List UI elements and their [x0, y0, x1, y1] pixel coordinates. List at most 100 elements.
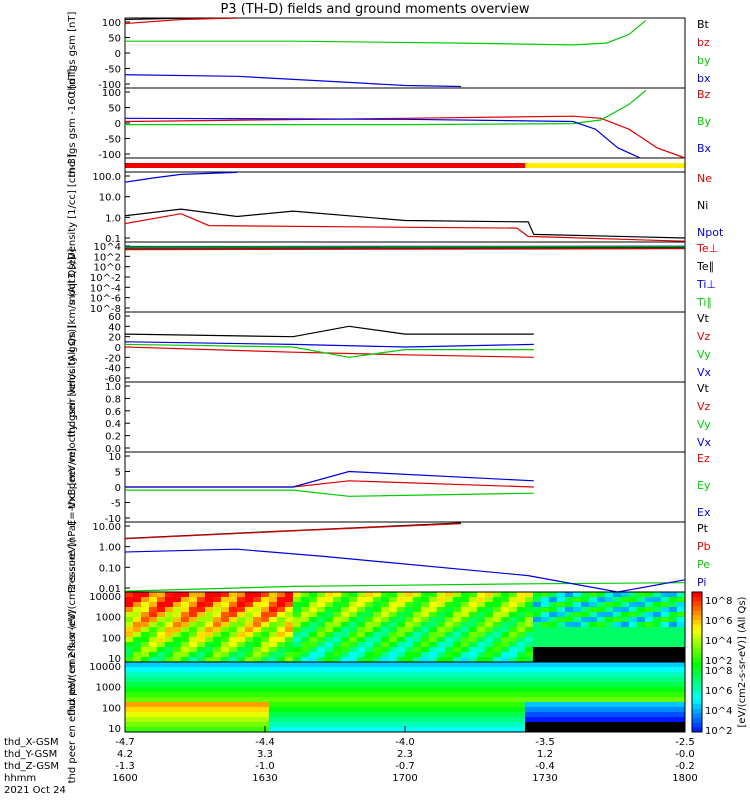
spectrogram-cell [141, 642, 150, 648]
spectrogram-cell [285, 677, 294, 683]
colorbar-cell [692, 657, 702, 663]
spectrogram-cell [189, 707, 198, 713]
spectrogram-cell [429, 622, 438, 628]
spectrogram-cell [517, 627, 526, 633]
panel-frame-temperature [124, 241, 686, 313]
spectrogram-cell [293, 617, 302, 623]
spectrogram-cell [157, 657, 166, 663]
spectrogram-cell [581, 622, 590, 628]
spectrogram-cell [181, 662, 190, 668]
spectrogram-cell [213, 607, 222, 613]
spectrogram-cell [541, 712, 550, 718]
ytick-peer_velocity: 0.0 [105, 444, 121, 455]
spectrogram-cell [173, 707, 182, 713]
spectrogram-cell [445, 722, 454, 728]
spectrogram-cell [485, 672, 494, 678]
spectrogram-cell [645, 662, 654, 668]
spectrogram-cell [365, 662, 374, 668]
spectrogram-cell [525, 627, 534, 633]
spectrogram-cell [533, 627, 542, 633]
spectrogram-cell [317, 722, 326, 728]
spectrogram-cell [397, 647, 406, 653]
spectrogram-cell [181, 592, 190, 598]
spectrogram-cell [437, 717, 446, 723]
spectrogram-cell [301, 707, 310, 713]
spectrogram-cell [141, 622, 150, 628]
spectrogram-cell [325, 657, 334, 663]
spectrogram-cell [293, 672, 302, 678]
spectrogram-cell [229, 692, 238, 698]
spectrogram-cell [445, 687, 454, 693]
series-density-Ne [124, 213, 686, 242]
spectrogram-cell [517, 642, 526, 648]
spectrogram-cell [237, 632, 246, 638]
spectrogram-cell [125, 617, 134, 623]
spectrogram-cell [661, 622, 670, 628]
spectrogram-cell [397, 662, 406, 668]
spectrogram-cell [325, 597, 334, 603]
spectrogram-cell [349, 627, 358, 633]
spectrogram-cell [133, 712, 142, 718]
spectrogram-cell [181, 652, 190, 658]
spectrogram-cell [477, 667, 486, 673]
spectrogram-cell [149, 657, 158, 663]
xaxis-tick: 1600 [112, 773, 137, 784]
spectrogram-cell [613, 712, 622, 718]
spectrogram-cell [389, 637, 398, 643]
spectrogram-cell [381, 702, 390, 708]
spectrogram-cell [205, 687, 214, 693]
spectrogram-cell [213, 722, 222, 728]
spectrogram-cell [381, 622, 390, 628]
spectrogram-cell [173, 627, 182, 633]
spectrogram-cell [597, 667, 606, 673]
spectrogram-cell [205, 592, 214, 598]
spectrogram-cell [317, 712, 326, 718]
spectrogram-cell [677, 662, 686, 668]
spectrogram-cell [613, 667, 622, 673]
spectrogram-cell [565, 627, 574, 633]
spectrogram-cell [293, 622, 302, 628]
spectrogram-cell [629, 727, 638, 733]
spectrogram-cell [309, 677, 318, 683]
spectrogram-cell [501, 602, 510, 608]
ylabel-peir_spec: thd peir en eflux (eV/(cm2-s-sr-eV)) [67, 538, 78, 715]
spectrogram-cell [469, 687, 478, 693]
legend-fgs_gsm-by: by [697, 54, 711, 67]
spectrogram-cell [477, 697, 486, 703]
spectrogram-cell [605, 672, 614, 678]
spectrogram-cell [557, 722, 566, 728]
spectrogram-cell [509, 602, 518, 608]
colorbar-cell [692, 699, 702, 705]
spectrogram-cell [333, 642, 342, 648]
spectrogram-cell [205, 712, 214, 718]
spectrogram-cell [213, 617, 222, 623]
spectrogram-cell [661, 592, 670, 598]
spectrogram-cell [173, 647, 182, 653]
spectrogram-cell [125, 682, 134, 688]
spectrogram-cell [573, 722, 582, 728]
colorbar-cell [692, 620, 702, 626]
spectrogram-cell [661, 602, 670, 608]
spectrogram-cell [197, 707, 206, 713]
spectrogram-cell [453, 702, 462, 708]
series-efield-Ex [125, 470, 534, 488]
spectrogram-cell [445, 667, 454, 673]
spectrogram-cell [141, 657, 150, 663]
spectrogram-cell [213, 697, 222, 703]
spectrogram-cell [157, 667, 166, 673]
spectrogram-cell [445, 632, 454, 638]
spectrogram-cell [373, 627, 382, 633]
spectrogram-cell [405, 712, 414, 718]
colorbar-cell [692, 652, 702, 658]
spectrogram-cell [333, 597, 342, 603]
spectrogram-cell [613, 687, 622, 693]
spectrogram-cell [133, 702, 142, 708]
spectrogram-cell [549, 597, 558, 603]
spectrogram-cell [493, 607, 502, 613]
spectrogram-cell [301, 697, 310, 703]
spectrogram-cell [157, 647, 166, 653]
spectrogram-cell [589, 662, 598, 668]
spectrogram-cell [317, 597, 326, 603]
ytick-peir_velocity: 0 [115, 343, 121, 354]
spectrogram-cell [677, 712, 686, 718]
